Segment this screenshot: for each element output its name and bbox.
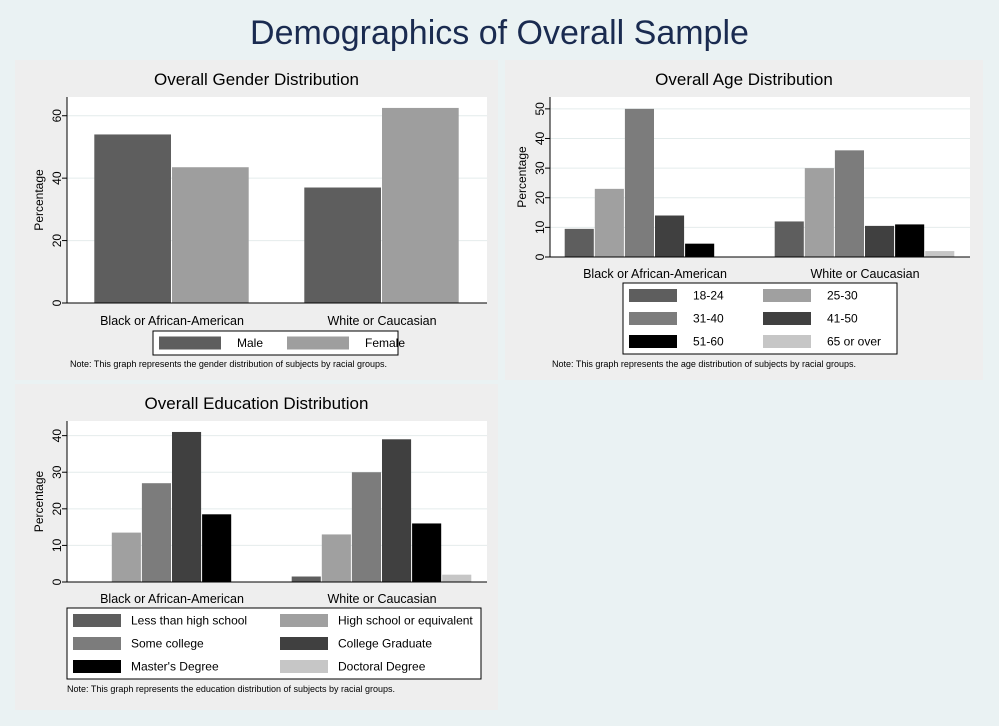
- bar-female: [172, 167, 249, 303]
- bar-41-50: [655, 215, 685, 257]
- bar-25-30: [804, 168, 834, 257]
- page-title: Demographics of Overall Sample: [250, 14, 749, 52]
- legend-swatch-31-40: [629, 312, 677, 325]
- bar-18-24: [564, 228, 594, 257]
- y-tick-label: 20: [50, 234, 64, 248]
- legend-label-25-30: 25-30: [827, 289, 858, 303]
- y-tick-label: 0: [50, 578, 64, 585]
- bar-some-college: [351, 472, 381, 582]
- y-tick-label: 30: [533, 161, 547, 175]
- bar-high-school-or-equivalent: [111, 532, 141, 582]
- legend-swatch-master-s-degree: [73, 660, 121, 673]
- bar-65-or-over: [925, 251, 955, 257]
- legend-swatch-25-30: [763, 289, 811, 302]
- legend-label-female: Female: [365, 336, 405, 350]
- y-tick-label: 60: [50, 109, 64, 123]
- education-chart: Overall Education Distribution 0 10 20 30 40 B…: [32, 394, 487, 694]
- bar-college-graduate: [172, 431, 202, 582]
- age-chart-panel: Overall Age Distribution 0 10 20 30 40 50 Black…: [505, 60, 983, 380]
- legend-swatch-51-60: [629, 335, 677, 348]
- legend-label-male: Male: [237, 336, 263, 350]
- legend-box: [66, 607, 482, 680]
- chart-title: Overall Gender Distribution: [154, 70, 359, 89]
- legend-label-doctoral-degree: Doctoral Degree: [338, 660, 426, 674]
- chart-title: Overall Education Distribution: [145, 394, 369, 413]
- bar-high-school-or-equivalent: [321, 534, 351, 582]
- chart-note: Note: This graph represents the age dist…: [552, 359, 856, 369]
- legend-label-college-graduate: College Graduate: [338, 637, 432, 651]
- category-label: Black or African-American: [100, 314, 244, 328]
- category-label: White or Caucasian: [327, 592, 436, 606]
- category-label: White or Caucasian: [810, 267, 919, 281]
- legend-swatch-female: [287, 336, 349, 350]
- legend-label-41-50: 41-50: [827, 312, 858, 326]
- y-tick-label: 20: [50, 502, 64, 516]
- legend-label-51-60: 51-60: [693, 335, 724, 349]
- legend-label-some-college: Some college: [131, 637, 204, 651]
- y-tick-label: 40: [50, 171, 64, 185]
- legend-swatch-18-24: [629, 289, 677, 302]
- legend-label-less-than-high-school: Less than high school: [131, 614, 247, 628]
- legend-swatch-doctoral-degree: [280, 660, 328, 673]
- y-tick-label: 50: [533, 102, 547, 116]
- legend-swatch-65-or-over: [763, 335, 811, 348]
- category-label: Black or African-American: [583, 267, 727, 281]
- education-chart-panel: Overall Education Distribution 0 10 20 30 40 B…: [15, 384, 498, 710]
- bar-41-50: [865, 225, 895, 257]
- bar-male: [304, 187, 381, 303]
- bar-master-s-degree: [412, 523, 442, 582]
- legend-label-high-school-or-equivalent: High school or equivalent: [338, 614, 473, 628]
- y-axis-label: Percentage: [32, 470, 46, 532]
- y-tick-label: 10: [50, 538, 64, 552]
- y-tick-label: 10: [533, 220, 547, 234]
- legend-label-65-or-over: 65 or over: [827, 335, 881, 349]
- bar-less-than-high-school: [291, 576, 321, 582]
- age-chart: Overall Age Distribution 0 10 20 30 40 50 Black…: [515, 70, 970, 369]
- y-tick-label: 40: [533, 131, 547, 145]
- category-label: Black or African-American: [100, 592, 244, 606]
- legend-swatch-college-graduate: [280, 637, 328, 650]
- chart-note: Note: This graph represents the educatio…: [67, 684, 395, 694]
- y-tick-label: 0: [533, 253, 547, 260]
- legend-swatch-high-school-or-equivalent: [280, 614, 328, 627]
- bar-male: [94, 134, 171, 303]
- y-axis-label: Percentage: [32, 169, 46, 231]
- gender-chart: Overall Gender Distribution 0 20 40 60 Black …: [32, 70, 487, 369]
- y-tick-label: 30: [50, 465, 64, 479]
- y-tick-label: 0: [50, 299, 64, 306]
- legend-swatch-less-than-high-school: [73, 614, 121, 627]
- bar-female: [382, 107, 459, 303]
- bar-25-30: [594, 188, 624, 257]
- bar-51-60: [685, 243, 715, 257]
- legend-label-31-40: 31-40: [693, 312, 724, 326]
- bar-master-s-degree: [202, 514, 232, 582]
- bar-51-60: [895, 224, 925, 257]
- legend-swatch-41-50: [763, 312, 811, 325]
- chart-title: Overall Age Distribution: [655, 70, 833, 89]
- y-tick-label: 40: [50, 429, 64, 443]
- bar-some-college: [141, 483, 171, 582]
- legend-swatch-male: [159, 336, 221, 350]
- y-tick-label: 20: [533, 191, 547, 205]
- bar-doctoral-degree: [442, 574, 472, 582]
- bar-college-graduate: [382, 439, 412, 582]
- bar-31-40: [624, 108, 654, 257]
- chart-note: Note: This graph represents the gender d…: [70, 359, 387, 369]
- y-axis-label: Percentage: [515, 146, 529, 208]
- legend-swatch-some-college: [73, 637, 121, 650]
- bar-31-40: [834, 150, 864, 257]
- gender-chart-panel: Overall Gender Distribution 0 20 40 60 Black …: [15, 60, 498, 380]
- legend-label-master-s-degree: Master's Degree: [131, 660, 219, 674]
- legend-label-18-24: 18-24: [693, 289, 724, 303]
- bar-18-24: [774, 221, 804, 257]
- category-label: White or Caucasian: [327, 314, 436, 328]
